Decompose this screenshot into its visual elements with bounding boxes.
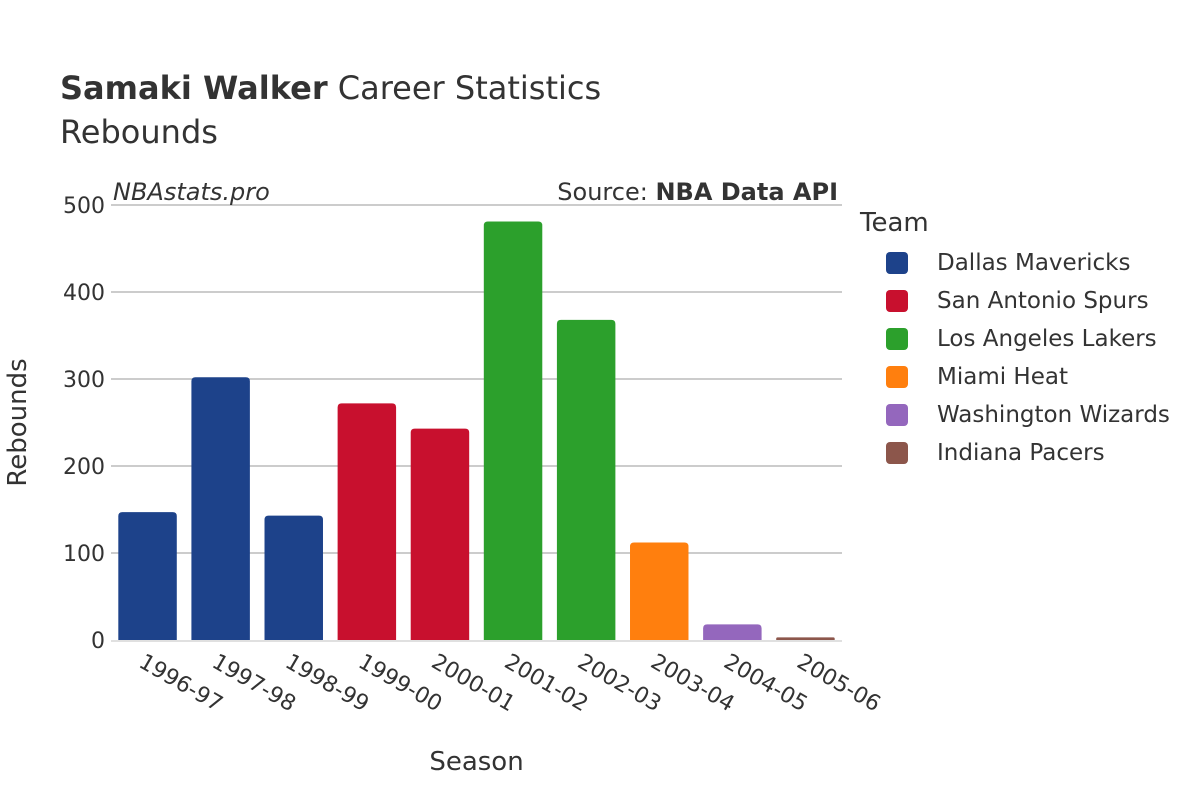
chart-title: Samaki Walker Career Statistics bbox=[60, 68, 601, 108]
y-tick-label: 400 bbox=[63, 281, 105, 306]
legend-label: Washington Wizards bbox=[937, 402, 1170, 428]
legend-item[interactable]: Miami Heat bbox=[860, 358, 1170, 396]
bar bbox=[410, 428, 470, 640]
chart-subtitle: Rebounds bbox=[60, 113, 218, 151]
player-name: Samaki Walker bbox=[60, 69, 328, 107]
legend-swatch bbox=[886, 442, 908, 464]
bar bbox=[118, 512, 177, 640]
y-tick-label: 100 bbox=[63, 542, 105, 567]
legend-label: Los Angeles Lakers bbox=[937, 326, 1157, 352]
x-tick-label: 1998-99 bbox=[281, 650, 373, 718]
y-tick-label: 200 bbox=[63, 455, 105, 480]
x-tick-label: 2001-02 bbox=[500, 650, 592, 718]
x-tick-label: 2000-01 bbox=[427, 650, 519, 718]
source-prefix: Source: bbox=[557, 178, 656, 206]
y-tick-label: 0 bbox=[91, 629, 105, 654]
bar bbox=[630, 542, 689, 640]
bar bbox=[703, 624, 762, 640]
legend-swatch bbox=[886, 404, 908, 426]
bar bbox=[191, 377, 250, 640]
legend-swatch bbox=[886, 366, 908, 388]
bar bbox=[337, 403, 397, 640]
y-tick-label: 500 bbox=[63, 194, 105, 219]
x-tick-label: 2005-06 bbox=[792, 650, 884, 718]
x-tick-label: 2003-04 bbox=[646, 650, 738, 718]
x-axis-title: Season bbox=[429, 747, 523, 777]
legend-label: San Antonio Spurs bbox=[937, 288, 1149, 314]
x-tick-label: 1999-00 bbox=[354, 650, 446, 718]
title-rest: Career Statistics bbox=[327, 69, 602, 107]
legend-swatch bbox=[886, 252, 908, 274]
legend-item[interactable]: San Antonio Spurs bbox=[860, 282, 1170, 320]
bar bbox=[556, 319, 616, 640]
watermark: NBAstats.pro bbox=[113, 178, 270, 206]
legend: Team Dallas Mavericks San Antonio Spurs Lo… bbox=[860, 208, 1170, 472]
legend-item[interactable]: Los Angeles Lakers bbox=[860, 320, 1170, 358]
y-tick-label: 300 bbox=[63, 368, 105, 393]
legend-label: Miami Heat bbox=[937, 364, 1068, 390]
legend-item[interactable]: Washington Wizards bbox=[860, 396, 1170, 434]
bar bbox=[483, 221, 543, 640]
x-tick-label: 1996-97 bbox=[135, 650, 227, 718]
legend-item[interactable]: Indiana Pacers bbox=[860, 434, 1170, 472]
x-tick-label: 2004-05 bbox=[719, 650, 811, 718]
legend-label: Dallas Mavericks bbox=[937, 250, 1131, 276]
x-tick-label: 2002-03 bbox=[573, 650, 665, 718]
legend-swatch bbox=[886, 290, 908, 312]
legend-swatch bbox=[886, 328, 908, 350]
legend-item[interactable]: Dallas Mavericks bbox=[860, 244, 1170, 282]
legend-title: Team bbox=[860, 208, 929, 238]
bar bbox=[776, 637, 835, 640]
legend-label: Indiana Pacers bbox=[937, 440, 1105, 466]
x-tick-label: 1997-98 bbox=[208, 650, 300, 718]
y-axis-title: Rebounds bbox=[3, 358, 33, 486]
source-name: NBA Data API bbox=[655, 178, 838, 206]
bar bbox=[264, 515, 323, 640]
source-label: Source: NBA Data API bbox=[557, 178, 838, 206]
